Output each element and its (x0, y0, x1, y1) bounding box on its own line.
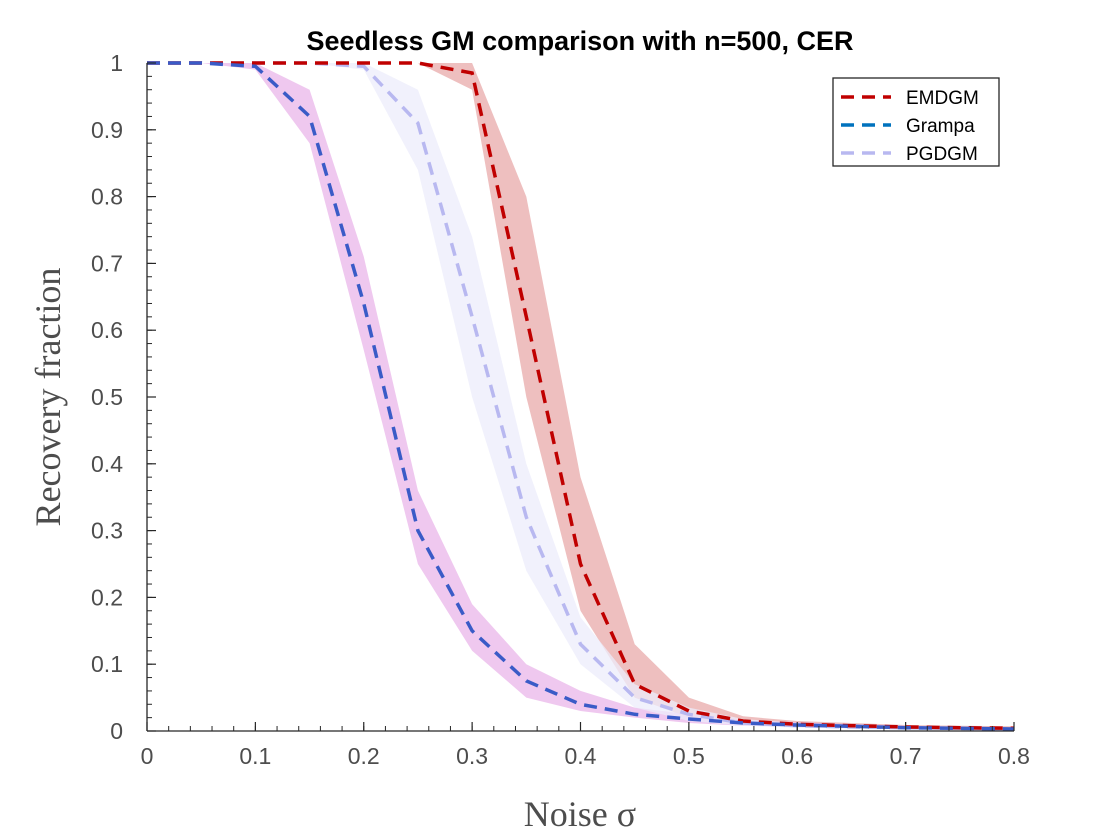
x-tick-label: 0.6 (781, 743, 813, 769)
legend-label-emdgm: EMDGM (906, 88, 979, 109)
x-tick-label: 0.3 (456, 743, 488, 769)
legend-label-pgdgm: PGDGM (906, 144, 978, 165)
legend-label-grampa: Grampa (906, 116, 975, 137)
y-tick-label: 0.2 (91, 584, 123, 610)
y-tick-label: 0 (110, 718, 123, 744)
y-tick-label: 0.5 (91, 384, 123, 410)
x-tick-label: 0.1 (239, 743, 271, 769)
y-tick-label: 0.1 (91, 651, 123, 677)
series-line-grampa (147, 61, 1015, 731)
series-lines (147, 61, 1015, 731)
y-tick-label: 0.4 (91, 451, 123, 477)
y-tick-label: 0.9 (91, 117, 123, 143)
series-line-emdgm (147, 61, 1015, 731)
legend: EMDGM Grampa PGDGM (832, 77, 1000, 167)
x-tick-label: 0.4 (565, 743, 597, 769)
y-tick-label: 0.6 (91, 317, 123, 343)
confidence-bands (147, 63, 1014, 730)
x-tick-label: 0.5 (673, 743, 705, 769)
x-axis-ticks: 0 0.1 0.2 0.3 0.4 0.5 0.6 0.7 0.8 (141, 722, 1030, 769)
chart-title: Seedless GM comparison with n=500, CER (307, 26, 854, 56)
x-tick-label: 0.7 (890, 743, 922, 769)
x-tick-label: 0.8 (998, 743, 1030, 769)
x-axis-label: Noise σ (524, 794, 636, 834)
y-axis-ticks: 0 0.1 0.2 0.3 0.4 0.5 0.6 0.7 0.8 0.9 1 (91, 50, 156, 744)
y-tick-label: 0.8 (91, 184, 123, 210)
band-emdgm (147, 63, 1014, 730)
legend-box (832, 77, 1000, 167)
y-axis-label: Recovery fraction (28, 268, 68, 527)
x-tick-label: 0.2 (348, 743, 380, 769)
x-tick-label: 0 (141, 743, 154, 769)
y-tick-label: 0.3 (91, 518, 123, 544)
y-tick-label: 0.7 (91, 250, 123, 276)
y-tick-label: 1 (110, 50, 123, 76)
